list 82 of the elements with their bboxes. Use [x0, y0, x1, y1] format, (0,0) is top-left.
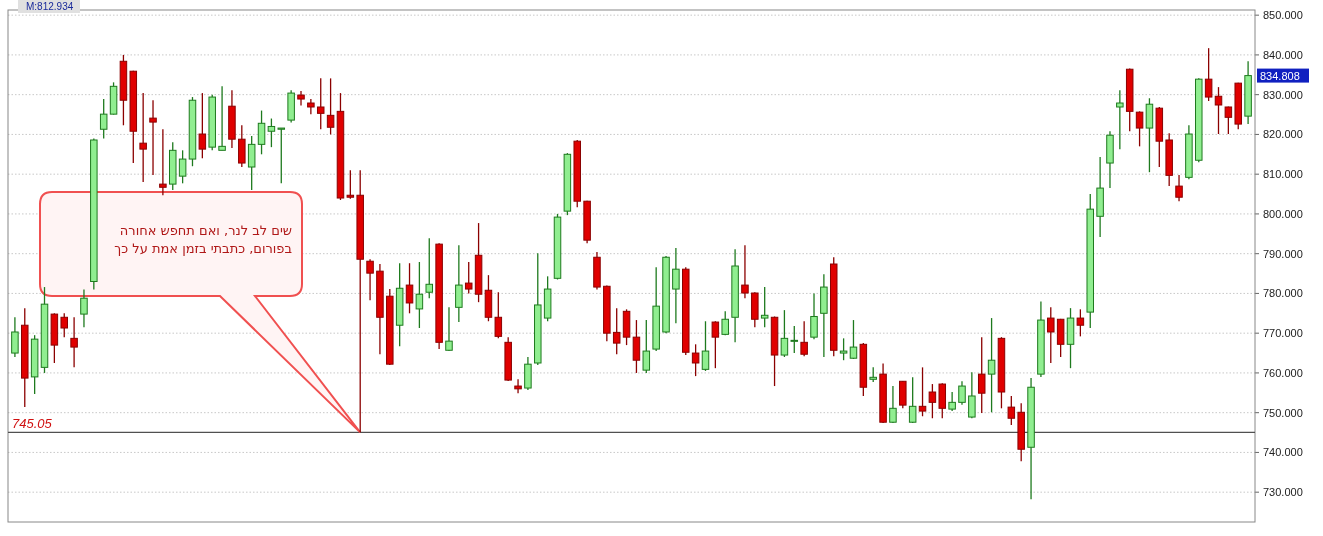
y-tick-label: 760.000 — [1263, 366, 1303, 379]
candlestick — [11, 316, 19, 358]
y-tick-label: 850.000 — [1263, 9, 1303, 22]
candlestick — [1007, 395, 1016, 426]
candlestick — [524, 356, 532, 391]
candlestick — [672, 247, 680, 324]
candlestick — [247, 135, 256, 191]
candlestick — [958, 380, 966, 406]
y-tick-label: 810.000 — [1263, 168, 1303, 181]
annotation: M:812.934 — [26, 1, 74, 12]
candlestick — [1116, 89, 1124, 150]
candlestick — [800, 320, 808, 357]
candlestick — [1145, 97, 1154, 173]
candlestick — [1047, 306, 1055, 364]
candlestick — [1224, 105, 1233, 135]
y-tick-label: 730.000 — [1263, 486, 1303, 499]
y-tick-label: 750.000 — [1263, 406, 1303, 419]
candlestick — [218, 85, 226, 151]
candlestick — [494, 291, 503, 339]
y-tick-label: 840.000 — [1263, 48, 1303, 61]
candlestick — [741, 244, 749, 299]
candlestick — [701, 320, 710, 372]
candlestick — [415, 261, 424, 329]
candlestick — [987, 317, 996, 413]
candlestick — [1204, 47, 1213, 102]
candlestick — [257, 109, 266, 155]
candlestick — [1175, 174, 1183, 202]
candlestick — [948, 391, 956, 412]
candlestick — [780, 309, 789, 358]
candlestick — [849, 319, 858, 360]
candlestick — [514, 378, 522, 394]
candlestick — [307, 98, 315, 115]
candlestick — [316, 77, 325, 130]
candlestick — [642, 319, 651, 374]
candlestick — [839, 337, 848, 361]
candlestick — [366, 258, 374, 301]
candlestick — [445, 306, 453, 352]
candlestick — [139, 92, 147, 183]
y-tick-label: 770.000 — [1263, 327, 1303, 340]
candlestick — [760, 286, 769, 328]
candlestick — [405, 262, 414, 314]
candlestick — [899, 380, 907, 409]
candlestick — [711, 320, 720, 369]
candlestick — [918, 366, 927, 417]
candlestick — [198, 92, 207, 159]
candlestick — [238, 124, 246, 168]
candlestick — [1214, 86, 1223, 135]
candlestick — [80, 288, 88, 328]
candlestick — [455, 244, 463, 323]
text: 834.808 — [1260, 69, 1300, 82]
candlestick — [464, 261, 473, 295]
y-tick-label: 800.000 — [1263, 207, 1303, 220]
y-tick-label: 790.000 — [1263, 247, 1303, 260]
ref-line-label: 745.05 — [12, 416, 53, 432]
candlestick — [178, 149, 187, 184]
candlestick — [632, 319, 641, 374]
y-tick-label: 740.000 — [1263, 446, 1303, 459]
candlestick — [159, 128, 167, 196]
candlestick — [612, 307, 621, 355]
y-tick-label: 830.000 — [1263, 88, 1303, 101]
candlestick — [889, 385, 897, 424]
candlestick — [810, 292, 818, 340]
candlestick — [346, 169, 355, 200]
candlestick — [908, 376, 917, 424]
candlestick — [1135, 110, 1144, 147]
candlestick — [267, 117, 276, 148]
candlestick — [691, 343, 700, 377]
candlestick — [1076, 308, 1085, 338]
candlestick — [277, 127, 286, 184]
candlestick — [977, 336, 986, 414]
candlestick — [425, 237, 434, 299]
candlestick — [326, 77, 335, 136]
y-tick-label: 780.000 — [1263, 287, 1303, 300]
candlestick — [790, 325, 799, 354]
y-tick-label: 820.000 — [1263, 128, 1303, 141]
candlestick — [149, 99, 157, 176]
candlestick — [968, 371, 976, 419]
candlestick — [99, 98, 108, 140]
annotation: שים לב לנר, ואם תחפש אחורה בפורום, כתבתי בזמן אמת על כך — [113, 222, 292, 258]
candlestick — [70, 316, 78, 369]
candlestick — [928, 383, 937, 419]
candlestick — [60, 312, 68, 338]
